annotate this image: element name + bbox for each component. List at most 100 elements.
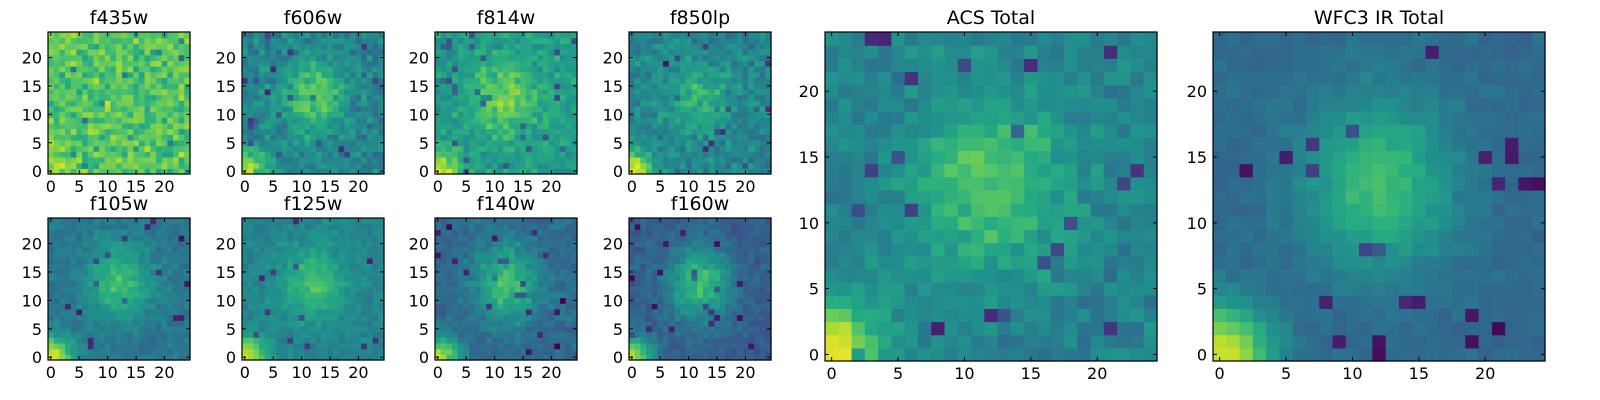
heatmap-cell [657,286,664,293]
heatmap-cell [565,151,572,158]
heatmap-cell [753,325,761,333]
heatmap-cell [321,235,328,242]
heatmap-cell [668,77,676,84]
heatmap-cell [150,314,157,321]
heatmap-cell [338,303,345,310]
heatmap-cell [759,32,766,39]
heatmap-cell [167,269,174,276]
heatmap-cell [668,274,676,282]
heatmap-cell [65,88,72,96]
heatmap-cell [503,280,510,287]
heatmap-cell [93,291,100,299]
heatmap-cell [657,308,664,316]
heatmap-cell [446,337,453,344]
heatmap-cell [548,308,555,316]
heatmap-cell [531,274,538,282]
heatmap-cell [372,54,379,61]
heatmap-cell [53,235,60,242]
heatmap-cell [298,342,306,350]
heatmap-cell [161,269,168,276]
heatmap-cell [82,269,89,276]
heatmap-cell [520,291,527,299]
heatmap-cell [742,303,749,310]
heatmap-cell [520,128,527,135]
heatmap-cell [480,49,487,56]
heatmap-cell [127,331,134,338]
heatmap-cell [537,71,544,79]
heatmap-cell [480,235,487,242]
heatmap-cell [525,325,533,333]
heatmap-cell [65,240,72,247]
heatmap-cell [508,100,516,107]
heatmap-cell [110,331,117,338]
heatmap-cell [503,320,510,327]
heatmap-cell [474,83,482,90]
heatmap-cell [525,71,533,79]
heatmap-cell [332,331,340,338]
heatmap-cell [697,297,704,304]
heatmap-cell [657,122,664,130]
heatmap-cell [765,66,772,73]
y-tick-label: 20 [409,235,429,254]
heatmap-cell [378,156,385,164]
heatmap-cell [178,32,185,39]
heatmap-cell [104,223,112,230]
heatmap-cell [133,66,140,73]
heatmap-cell [714,162,721,169]
heatmap-cell [155,342,163,350]
heatmap-cell [571,314,578,321]
heatmap-cell [121,246,129,253]
heatmap-cell [452,337,459,344]
heatmap-cell [680,297,687,304]
heatmap-cell [361,354,368,361]
heatmap-cell [259,83,266,90]
heatmap-cell [315,43,323,50]
heatmap-cell [361,100,368,107]
heatmap-cell [293,240,300,247]
heatmap-cell [486,66,493,73]
heatmap-cell [110,280,117,287]
heatmap-cell [116,49,123,56]
heatmap-cell [70,151,77,158]
heatmap-cell [276,83,283,90]
heatmap-cell [571,71,578,79]
heatmap-cell [525,269,533,276]
heatmap-cell [680,37,687,44]
heatmap-cell [571,49,578,56]
heatmap-cell [474,269,482,276]
heatmap-cell [144,60,151,67]
y-tick-label: 5 [419,320,429,339]
heatmap-cell [276,32,283,39]
heatmap-cell [121,342,129,350]
heatmap-cell [480,54,487,61]
heatmap-cell [127,291,134,299]
heatmap-cell [742,111,749,118]
heatmap-cell [344,151,351,158]
heatmap-cell [491,60,499,67]
heatmap-cell [537,145,544,152]
heatmap-cell [242,66,249,73]
heatmap-cell [315,348,323,355]
heatmap-cell [315,145,323,152]
heatmap-cell [753,291,761,299]
heatmap-cell [184,100,191,107]
heatmap-cell [463,134,470,141]
heatmap-cell [70,105,77,113]
heatmap-cell [144,303,151,310]
heatmap-cell [702,88,710,96]
heatmap-cell [571,151,578,158]
x-tick-label: 20 [348,363,368,382]
heatmap-cell [446,32,453,39]
heatmap-cell [167,83,174,90]
heatmap-cell [708,337,715,344]
heatmap-cell [736,94,744,101]
heatmap-cell [736,60,744,67]
heatmap-cell [691,32,698,39]
heatmap-cell [178,257,185,265]
heatmap-cell [287,337,294,344]
heatmap-cell [344,60,351,67]
heatmap-cell [276,134,283,141]
heatmap-cell [446,269,453,276]
heatmap-cell [93,77,100,84]
heatmap-cell [82,229,89,236]
